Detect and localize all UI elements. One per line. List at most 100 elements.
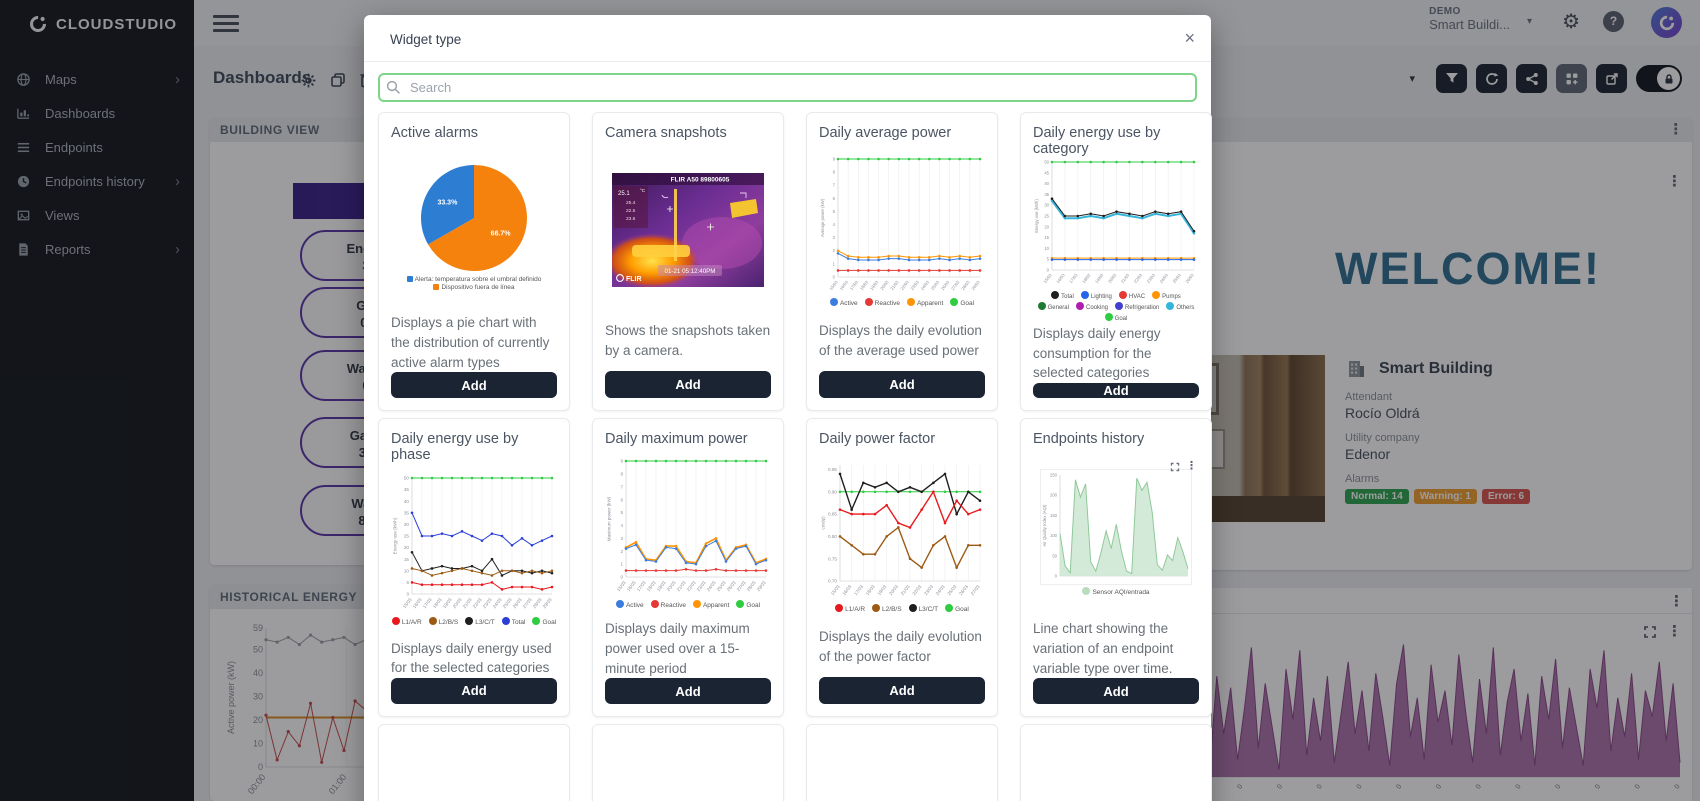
svg-text:24/03: 24/03 [935, 583, 946, 595]
widget-search [378, 73, 1197, 102]
add-widget-button[interactable]: Add [605, 371, 771, 398]
kebab-menu-icon[interactable]: ⋮ [1667, 173, 1682, 190]
duplicate-copy-icon[interactable] [330, 72, 346, 88]
svg-text:21/03: 21/03 [889, 279, 900, 291]
attendant-label: Attendant [1345, 391, 1393, 403]
close-icon[interactable]: × [1184, 28, 1195, 48]
sidebar: CLOUDSTUDIO Maps › Dashboards Endpoints … [0, 0, 194, 801]
svg-text:0: 0 [1475, 783, 1483, 790]
search-icon [386, 80, 400, 94]
svg-text:10: 10 [404, 569, 410, 574]
svg-text:29/03: 29/03 [542, 597, 553, 609]
svg-text:15: 15 [404, 557, 410, 562]
expand-icon[interactable] [1643, 625, 1657, 639]
sidebar-nav: Maps › Dashboards Endpoints Endpoints hi… [0, 62, 194, 266]
add-widget-toolbar-button[interactable] [1556, 64, 1587, 93]
svg-text:21/03: 21/03 [676, 580, 687, 592]
camera-unit: °C [640, 188, 646, 193]
legend-item: Goal [532, 617, 556, 626]
add-widget-button[interactable]: Add [819, 371, 985, 398]
app-logo-text: CLOUDSTUDIO [56, 15, 177, 33]
svg-text:30: 30 [404, 522, 410, 527]
hamburger-menu-icon[interactable] [213, 15, 239, 36]
svg-text:1: 1 [620, 561, 623, 566]
dashboard-select-caret-icon[interactable]: ▾ [1409, 73, 1415, 85]
svg-text:26/03: 26/03 [1184, 272, 1195, 284]
chart-legend: Sensor AQI/entrada [1082, 586, 1150, 596]
svg-text:19/03: 19/03 [1094, 272, 1105, 284]
chart-legend: Total Lighting HVAC Pumps General Cooking Refr… [1033, 291, 1199, 322]
svg-text:40: 40 [404, 499, 410, 504]
sidebar-item-dashboards[interactable]: Dashboards [0, 96, 194, 130]
lock-icon [1657, 67, 1680, 90]
filter-button[interactable] [1436, 64, 1467, 93]
sidebar-item-maps[interactable]: Maps › [0, 62, 194, 96]
add-widget-button[interactable]: Add [1033, 382, 1199, 398]
svg-text:15/03: 15/03 [402, 597, 413, 609]
svg-text:0.95: 0.95 [828, 467, 837, 472]
sidebar-item-endpoints-history[interactable]: Endpoints history › [0, 164, 194, 198]
svg-text:Energy use (kWh): Energy use (kWh) [1034, 199, 1039, 233]
svg-text:27/03: 27/03 [950, 279, 961, 291]
summary-header: SUMMARY ⋮ [1135, 118, 1692, 142]
sidebar-item-views[interactable]: Views [0, 198, 194, 232]
chart-legend: Active Reactive Apparent Goal [615, 599, 760, 609]
svg-text:21/03: 21/03 [462, 597, 473, 609]
add-widget-button[interactable]: Add [605, 678, 771, 704]
svg-text:0: 0 [1047, 267, 1050, 272]
svg-text:26/03: 26/03 [512, 597, 523, 609]
svg-text:29/03: 29/03 [756, 580, 767, 592]
kebab-menu-icon[interactable]: ⋮ [1668, 121, 1684, 138]
svg-text:Average power (kW): Average power (kW) [820, 198, 825, 237]
historical-energy-title: HISTORICAL ENERGY [220, 590, 358, 604]
share-button[interactable] [1516, 64, 1547, 93]
refresh-button[interactable] [1476, 64, 1507, 93]
widget-card-preview: 15/03 16/03 17/03 18/03 19/03 20/03 21/03 22/03… [605, 447, 771, 617]
legend-item: Goal [950, 297, 974, 307]
svg-text:66.7%: 66.7% [491, 230, 512, 237]
legend-item: L1/A/R [835, 603, 865, 613]
account-selector[interactable]: DEMO Smart Buildi... [1429, 6, 1510, 32]
sidebar-item-label: Endpoints [45, 139, 103, 155]
kebab-menu-icon[interactable]: ⋮ [1186, 460, 1197, 472]
svg-text:24/03: 24/03 [1159, 272, 1170, 284]
add-widget-button[interactable]: Add [391, 677, 557, 704]
widget-card-daily-power-factor: Daily power factor 15/03 16/03 17/03 18/03 1… [806, 418, 998, 717]
svg-text:24/03: 24/03 [706, 580, 717, 592]
svg-text:Active power (kW): Active power (kW) [226, 661, 236, 734]
help-icon[interactable]: ? [1603, 11, 1624, 32]
status-badge-error: Error: 6 [1481, 489, 1531, 504]
export-button[interactable] [1596, 64, 1627, 93]
sidebar-item-endpoints[interactable]: Endpoints [0, 130, 194, 164]
utility-value: Edenor [1345, 446, 1391, 462]
user-avatar[interactable] [1651, 7, 1682, 38]
svg-text:0: 0 [1515, 783, 1523, 790]
daily-average-power-chart: 15/03 16/03 17/03 18/03 19/03 20/03 21/03 22/03… [820, 156, 982, 291]
svg-text:27/03: 27/03 [522, 597, 533, 609]
legend-item: Goal [1104, 313, 1127, 322]
expand-icon[interactable] [1170, 462, 1180, 472]
add-widget-button[interactable]: Add [819, 677, 985, 704]
lock-toggle[interactable] [1636, 65, 1682, 92]
svg-text:24/03: 24/03 [920, 279, 931, 291]
kebab-menu-icon[interactable]: ⋮ [1667, 623, 1682, 640]
widget-card-preview: FLIR A50 89800605 25.1 °C 25.4 22.5 23.6… [605, 141, 771, 319]
svg-text:29/03: 29/03 [970, 279, 981, 291]
svg-text:28/03: 28/03 [746, 580, 757, 592]
dashboard-settings-gear-icon[interactable] [300, 72, 317, 89]
svg-text:23/03: 23/03 [696, 580, 707, 592]
sidebar-item-reports[interactable]: Reports › [0, 232, 194, 266]
energy-panel-header: ⋮ [1135, 588, 1692, 614]
svg-text:0: 0 [406, 592, 409, 597]
svg-text:19/03: 19/03 [656, 580, 667, 592]
widget-card-description: Displays daily energy consumption for th… [1033, 326, 1161, 381]
search-input[interactable] [378, 73, 1197, 102]
settings-gear-icon[interactable]: ⚙ [1562, 11, 1580, 33]
kebab-menu-icon[interactable]: ⋮ [1669, 593, 1684, 610]
add-widget-button[interactable]: Add [391, 372, 557, 398]
svg-text:20/03: 20/03 [879, 279, 890, 291]
camera-brand: FLIR [626, 276, 642, 283]
add-widget-button[interactable]: Add [1033, 678, 1199, 704]
svg-text:0: 0 [1594, 783, 1602, 790]
svg-text:0: 0 [258, 762, 263, 772]
